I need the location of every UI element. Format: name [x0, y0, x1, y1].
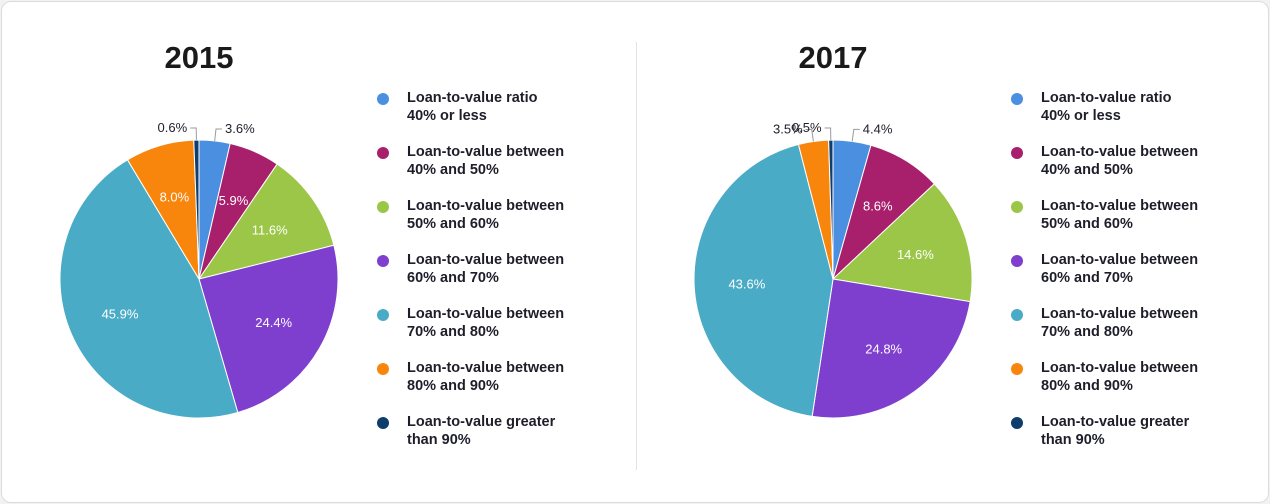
legend-label: Loan-to-value between 40% and 50% [1041, 144, 1199, 178]
leader-line-ltv-over-90 [824, 127, 832, 141]
pie-chart-2015: 3.6% 5.9%11.6% 24.4% 45.9% 8.0% 0.6% [59, 120, 339, 419]
data-label-ltv-70-80: 45.9% [102, 307, 139, 322]
data-label-ltv-80-90: 3.5% [773, 122, 803, 137]
legend-swatch [377, 363, 389, 375]
legend-swatch [1011, 93, 1023, 105]
panel-divider [636, 42, 637, 470]
legend-label: Loan-to-value between 50% and 60% [1041, 198, 1199, 232]
data-label-ltv-40-or-less: 3.6% [225, 121, 255, 136]
chart-panel-2015: 2015 3.6% 5.9% 11.6% 24.4% 45.9% 8.0% 0.6% Loa… [2, 2, 636, 502]
data-label-ltv-50-60: 11.6% [252, 223, 288, 238]
legend-swatch [377, 201, 389, 213]
legend-swatch [1011, 309, 1023, 321]
legend-label: Loan-to-value between 60% and 70% [1041, 252, 1199, 286]
legend-swatch [377, 255, 389, 267]
legend-swatch [377, 417, 389, 429]
pie-slices [59, 139, 339, 419]
pie-labels: 4.4% 8.6% 14.6% 24.8% 43.6% 3.5%0.5% [728, 120, 934, 357]
data-label-ltv-40-50: 5.9% [219, 193, 249, 208]
legend-label: Loan-to-value between 60% and 70% [407, 252, 565, 286]
data-label-ltv-over-90: 0.6% [158, 120, 188, 135]
leader-line-ltv-40-or-less [851, 128, 860, 142]
legend-swatch [377, 309, 389, 321]
legend-label: Loan-to-value between 80% and 90% [407, 360, 565, 394]
data-label-ltv-50-60: 14.6% [897, 247, 934, 262]
leader-line-ltv-over-90 [190, 127, 197, 141]
pie-slice-ltv-over-90 [193, 139, 200, 280]
legend-label: Loan-to-value between 80% and 90% [1041, 360, 1199, 394]
legend-label: Loan-to-value ratio 40% or less [407, 90, 538, 124]
data-label-ltv-40-or-less: 4.4% [863, 121, 893, 136]
legend-swatch [1011, 255, 1023, 267]
pie-labels: 3.6% 5.9%11.6% 24.4% 45.9% 8.0% 0.6% [102, 120, 293, 330]
data-label-ltv-over-90: 0.5% [792, 120, 822, 135]
legend-label: Loan-to-value between 70% and 80% [407, 306, 565, 340]
legend-label: Loan-to-value greater than 90% [407, 414, 556, 448]
pie-slice-ltv-60-70 [811, 278, 971, 419]
data-label-ltv-80-90: 8.0% [160, 189, 190, 204]
pie-slice-ltv-over-90 [828, 139, 834, 280]
legend-swatch [1011, 417, 1023, 429]
legend-swatch [377, 147, 389, 159]
legend-label: Loan-to-value greater than 90% [1041, 414, 1190, 448]
chart-title: 2015 [164, 40, 234, 75]
legend-swatch [1011, 147, 1023, 159]
pie-slice-ltv-70-80 [693, 143, 834, 417]
legend-label: Loan-to-value between 40% and 50% [407, 144, 565, 178]
data-label-ltv-70-80: 43.6% [728, 276, 765, 291]
pie-chart-2017: 4.4% 8.6% 14.6% 24.8% 43.6% 3.5%0.5% [693, 120, 973, 419]
pie-slice-ltv-70-80 [59, 159, 239, 419]
legend-label: Loan-to-value between 50% and 60% [407, 198, 565, 232]
data-label-ltv-60-70: 24.8% [865, 342, 902, 357]
legend-swatch [1011, 201, 1023, 213]
legend-swatch [1011, 363, 1023, 375]
pie-slice-ltv-50-60 [197, 163, 335, 280]
legend-label: Loan-to-value between 70% and 80% [1041, 306, 1199, 340]
pie-slice-ltv-50-60 [831, 183, 973, 303]
leader-line-ltv-80-90 [805, 129, 814, 142]
data-label-ltv-40-50: 8.6% [863, 198, 893, 213]
legend-swatch [377, 93, 389, 105]
pie-slices [693, 139, 973, 419]
chart-title: 2017 [798, 40, 868, 75]
legend-label: Loan-to-value ratio 40% or less [1041, 90, 1172, 124]
leader-line-ltv-40-or-less [214, 128, 222, 141]
data-label-ltv-60-70: 24.4% [255, 315, 292, 330]
chart-panel-2017: 2017 4.4% 8.6% 14.6% 24.8% 43.6% 3.5% 0.5% Loa… [636, 2, 1270, 502]
pie-slice-ltv-60-70 [198, 244, 339, 414]
